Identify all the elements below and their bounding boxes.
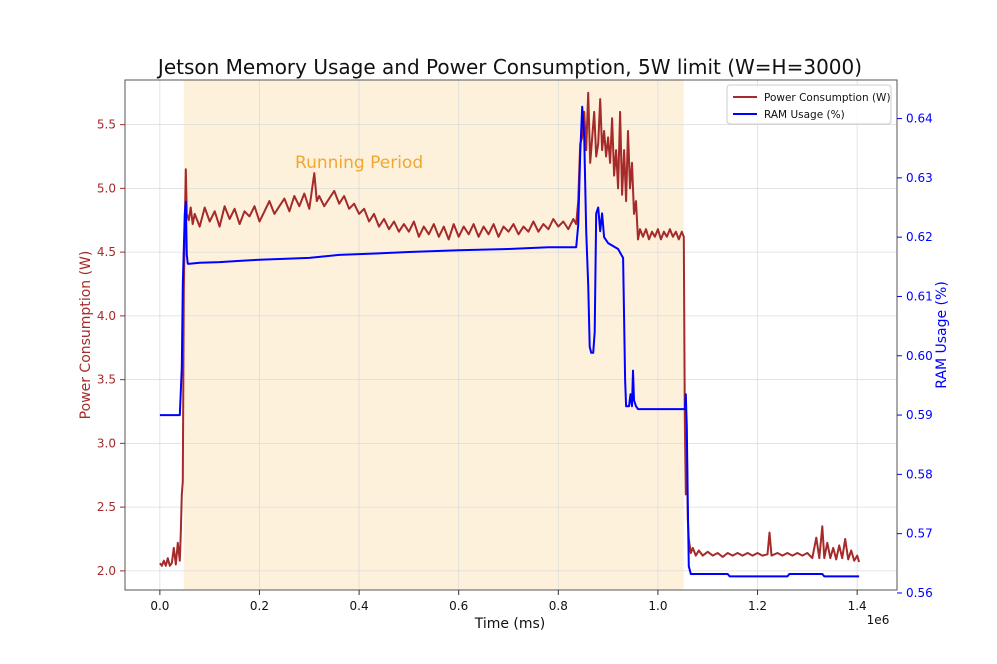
y-right-tick-label: 0.56 — [906, 586, 933, 600]
x-tick-label: 0.4 — [350, 599, 369, 613]
y-right-tick-label: 0.57 — [906, 527, 933, 541]
legend-label: Power Consumption (W) — [764, 92, 891, 104]
plot-area: Running Period 0.0 0.2 0.4 0.6 0.8 1.0 1.2 1.4 2.… — [97, 79, 933, 613]
y-left-tick-label: 2.0 — [97, 564, 116, 578]
plot-frame — [124, 79, 898, 591]
series-group — [159, 91, 861, 578]
y-right-tick-label: 0.60 — [906, 349, 933, 363]
x-axis-label: Time (ms) — [474, 616, 546, 632]
x-tick-label: 0.0 — [150, 599, 169, 613]
y-left-tick-label: 4.5 — [97, 245, 116, 259]
legend-label: RAM Usage (%) — [764, 109, 845, 121]
y-left-axis-label: Power Consumption (W) — [78, 251, 94, 420]
power-consumption-line — [159, 91, 861, 567]
running-period-shade — [183, 80, 684, 590]
y-right-tick-label: 0.64 — [906, 112, 933, 126]
ram-usage-line — [159, 105, 860, 578]
chart-title: Jetson Memory Usage and Power Consumptio… — [156, 55, 862, 79]
y-left-tick-label: 3.0 — [97, 436, 116, 450]
x-tick-label: 0.6 — [449, 599, 468, 613]
y-left-tick-label: 2.5 — [97, 500, 116, 514]
x-tick-label: 0.8 — [549, 599, 568, 613]
x-tick-label: 1.4 — [848, 599, 867, 613]
legend-box — [726, 84, 892, 125]
grid — [125, 80, 897, 590]
y-right-tick-label: 0.59 — [906, 408, 933, 422]
y-left-tick-label: 5.5 — [97, 118, 116, 132]
legend: Power Consumption (W) RAM Usage (%) — [726, 84, 892, 125]
y-right-tick-label: 0.58 — [906, 467, 933, 481]
x-tick-label: 1.2 — [748, 599, 767, 613]
y-right-tick-label: 0.61 — [906, 289, 933, 303]
running-period-label: Running Period — [295, 153, 423, 173]
y-left-tick-label: 4.0 — [97, 309, 116, 323]
x-tick-label: 0.2 — [250, 599, 269, 613]
x-exponent-label: 1e6 — [867, 613, 890, 627]
x-tick-label: 1.0 — [648, 599, 667, 613]
y-right-tick-label: 0.62 — [906, 230, 933, 244]
y-right-axis-label: RAM Usage (%) — [934, 281, 950, 389]
y-right-tick-label: 0.63 — [906, 171, 933, 185]
y-left-tick-label: 3.5 — [97, 373, 116, 387]
y-left-tick-label: 5.0 — [97, 181, 116, 195]
